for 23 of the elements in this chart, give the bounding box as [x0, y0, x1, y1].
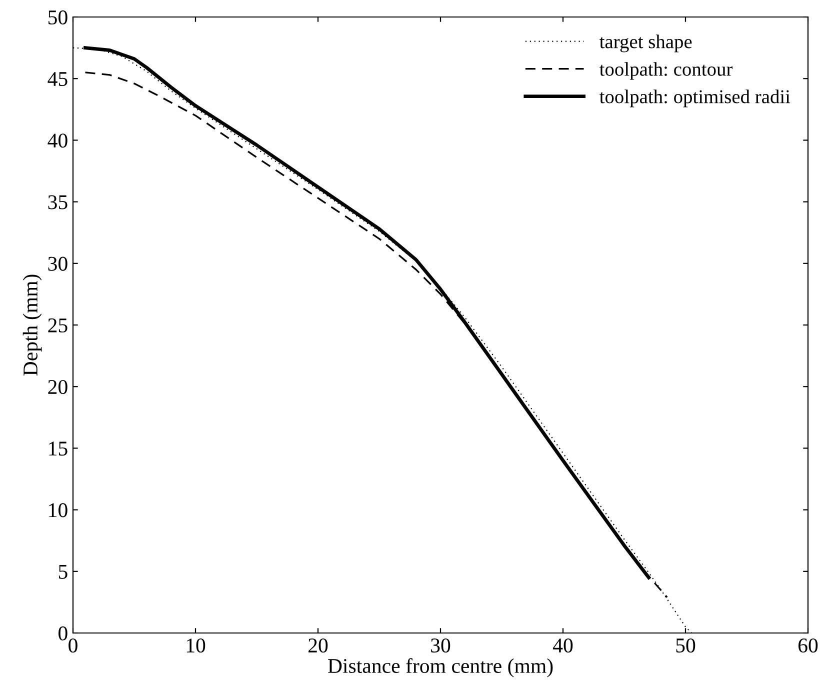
x-tick-label: 60 [798, 638, 818, 653]
x-tick-label: 50 [676, 638, 696, 653]
legend-label: toolpath: optimised radii [600, 90, 790, 108]
x-tick-label: 30 [431, 638, 450, 653]
x-tick-label: 0 [68, 638, 78, 653]
y-tick-label: 10 [49, 503, 68, 518]
y-tick-label: 50 [48, 10, 68, 24]
legend-label: toolpath: contour [600, 62, 733, 80]
y-tick-label: 15 [49, 442, 68, 456]
y-tick-label: 25 [48, 318, 68, 332]
y-tick-label: 5 [58, 564, 68, 579]
x-tick-label: 40 [552, 638, 573, 653]
y-axis-title: Depth (mm) [22, 274, 42, 376]
x-tick-label: 10 [186, 638, 206, 653]
y-tick-label: 30 [48, 256, 68, 271]
legend-label: target shape [600, 34, 692, 52]
y-tick-label: 35 [48, 195, 68, 210]
x-tick-label: 20 [308, 638, 328, 653]
x-axis-title: Distance from centre (mm) [328, 658, 553, 678]
y-tick-label: 45 [48, 72, 68, 86]
y-tick-label: 20 [48, 380, 68, 394]
y-tick-label: 0 [58, 626, 68, 640]
y-tick-label: 40 [48, 134, 68, 148]
